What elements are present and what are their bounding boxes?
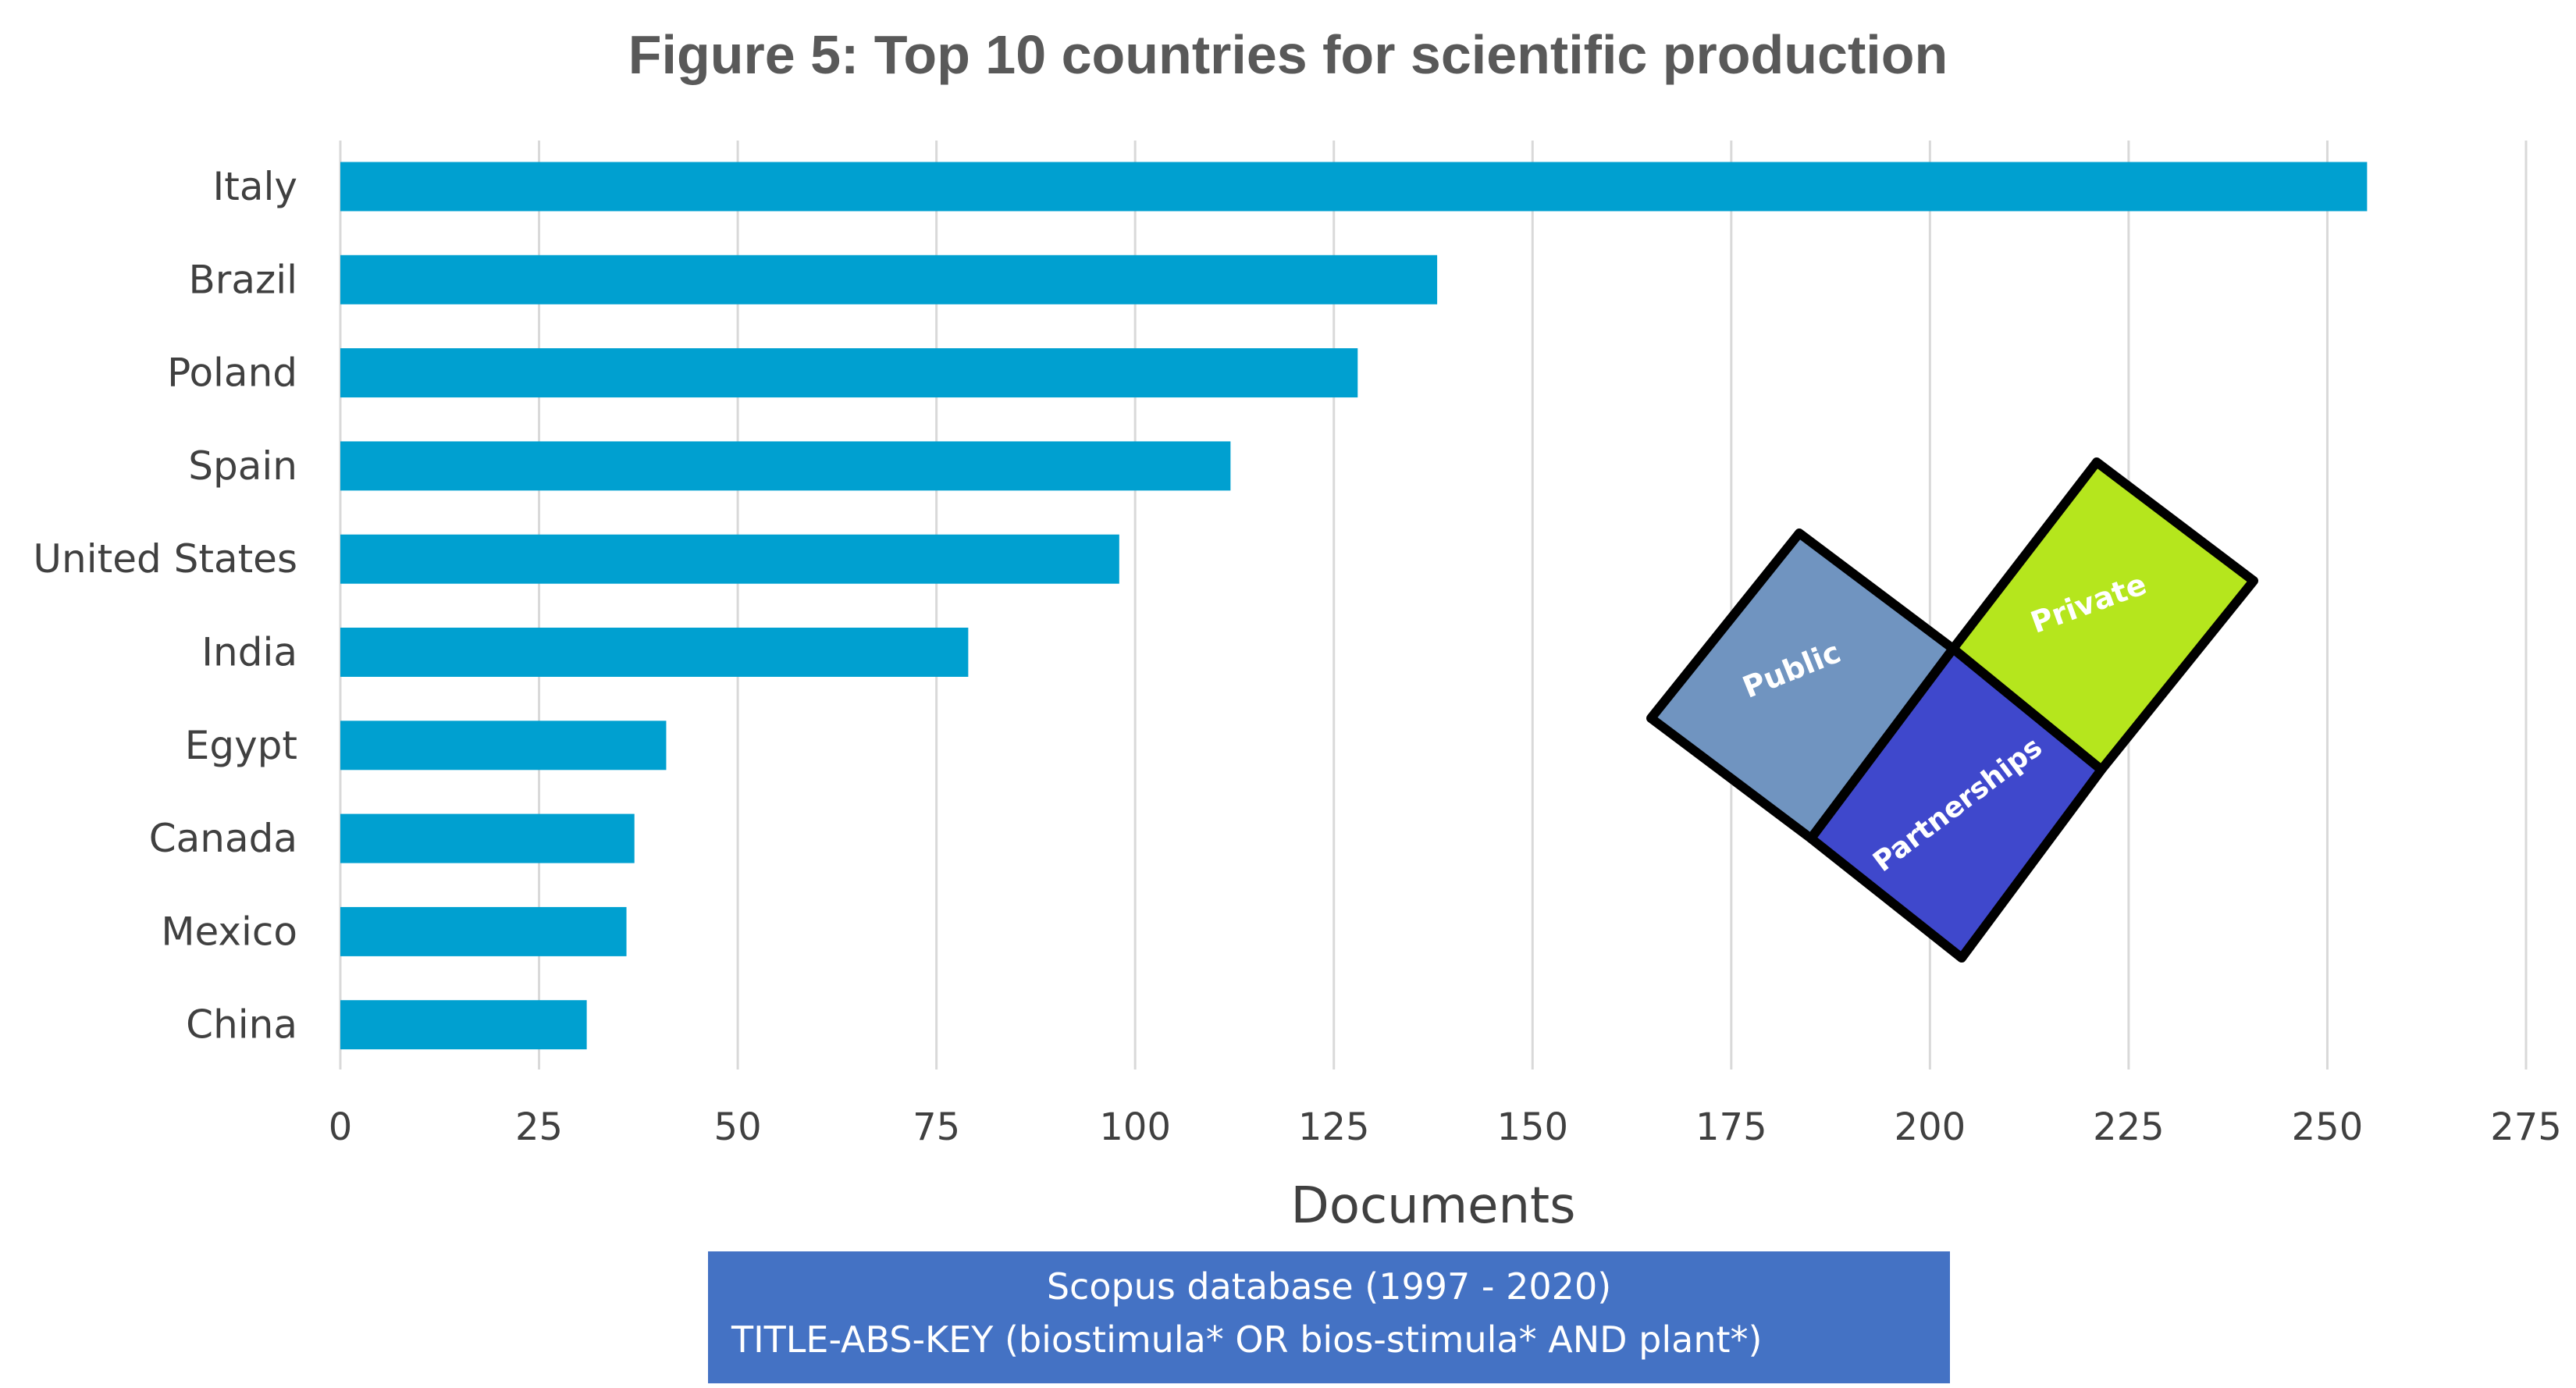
category-label: Egypt xyxy=(185,723,297,768)
category-label: Poland xyxy=(167,351,297,396)
source-box: Scopus database (1997 - 2020) TITLE-ABS-… xyxy=(708,1251,1950,1383)
x-tick-label: 150 xyxy=(1496,1105,1568,1149)
category-label: Brazil xyxy=(188,257,297,302)
bar-spain xyxy=(340,441,1231,491)
bar-brazil xyxy=(340,254,1438,304)
source-line-1: Scopus database (1997 - 2020) xyxy=(1046,1265,1612,1308)
bar-canada xyxy=(340,813,635,863)
x-tick-label: 0 xyxy=(329,1105,353,1149)
x-tick-label: 225 xyxy=(2093,1105,2165,1149)
bar-united-states xyxy=(340,534,1119,584)
bar-china xyxy=(340,1000,587,1050)
x-tick-label: 100 xyxy=(1099,1105,1171,1149)
bar-egypt xyxy=(340,721,667,771)
category-label: Mexico xyxy=(161,909,297,954)
category-label: Italy xyxy=(213,164,297,209)
source-line-2: TITLE-ABS-KEY (biostimula* OR bios-stimu… xyxy=(731,1319,1763,1361)
category-label: China xyxy=(186,1002,297,1048)
x-tick-label: 250 xyxy=(2292,1105,2364,1149)
category-label: India xyxy=(201,630,297,675)
bar-india xyxy=(340,628,969,677)
chart-title: Figure 5: Top 10 countries for scientifi… xyxy=(628,24,1948,85)
bar-poland xyxy=(340,348,1358,398)
bar-italy xyxy=(340,162,2368,212)
category-label: United States xyxy=(33,536,297,582)
x-tick-label: 50 xyxy=(714,1105,762,1149)
x-tick-label: 125 xyxy=(1298,1105,1370,1149)
bar-mexico xyxy=(340,906,627,956)
x-tick-label: 25 xyxy=(515,1105,563,1149)
x-tick-label: 175 xyxy=(1695,1105,1767,1149)
x-tick-label: 275 xyxy=(2490,1105,2562,1149)
x-tick-label: 200 xyxy=(1895,1105,1966,1149)
x-axis-label: Documents xyxy=(1290,1177,1576,1235)
category-label: Canada xyxy=(149,816,297,861)
puzzle-piece-partnerships xyxy=(1806,644,2106,963)
category-label: Spain xyxy=(188,443,297,489)
x-tick-label: 75 xyxy=(913,1105,960,1149)
